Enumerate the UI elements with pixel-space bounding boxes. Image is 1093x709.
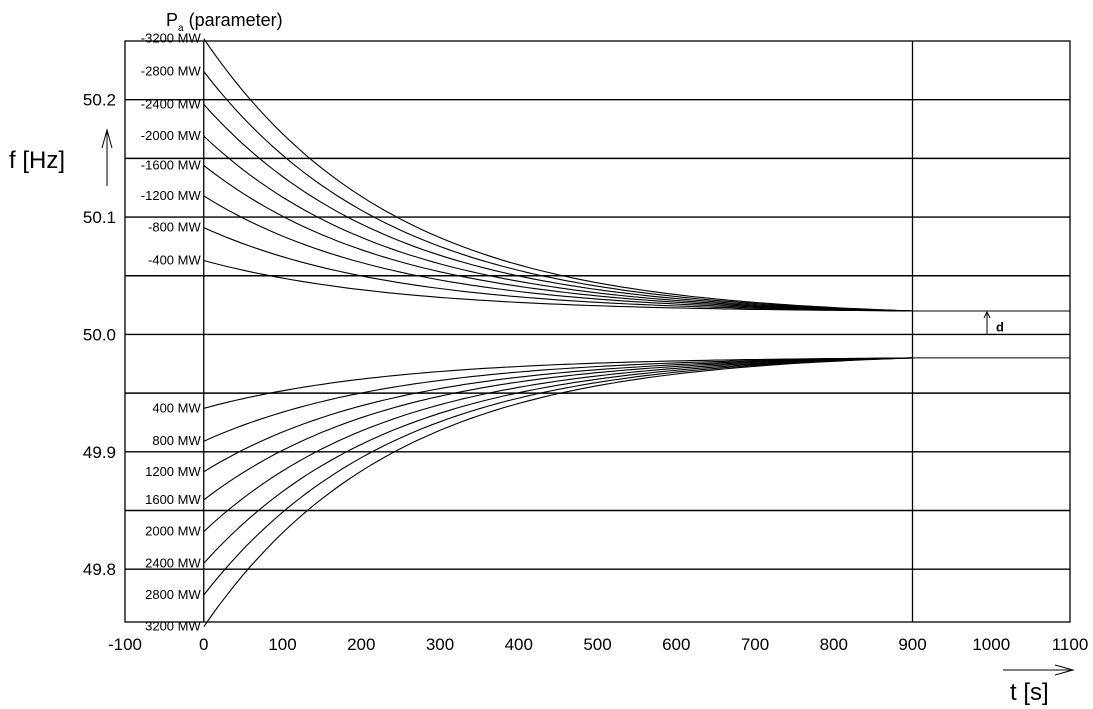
series-label: 400 MW <box>152 400 201 415</box>
series-label: -2400 MW <box>141 96 202 111</box>
y-axis-label: f [Hz] <box>9 147 65 174</box>
series-label: 1600 MW <box>145 492 201 507</box>
series-label: 1200 MW <box>145 464 201 479</box>
x-tick-label: -100 <box>108 635 142 654</box>
x-axis-label: t [s] <box>1010 679 1049 706</box>
y-tick-label: 49.9 <box>83 443 116 462</box>
curve-layer <box>203 38 913 628</box>
series-label: -1200 MW <box>141 188 202 203</box>
x-tick-label: 400 <box>505 635 533 654</box>
series-label: 3200 MW <box>145 619 201 634</box>
series-label: -400 MW <box>148 252 201 267</box>
x-tick-label: 300 <box>426 635 454 654</box>
series-line <box>203 357 913 628</box>
series-label: 800 MW <box>152 433 201 448</box>
series-line <box>203 357 913 473</box>
series-line <box>203 357 913 533</box>
series-label: 2800 MW <box>145 587 201 602</box>
series-line <box>203 164 913 312</box>
series-label: -1600 MW <box>141 157 202 172</box>
series-label: 2400 MW <box>145 555 201 570</box>
series-line <box>203 259 913 312</box>
series-label: -3200 MW <box>141 31 202 46</box>
series-label: 2000 MW <box>145 524 201 539</box>
series-line <box>203 357 913 442</box>
x-tick-label: 500 <box>583 635 611 654</box>
series-line <box>203 195 913 312</box>
x-tick-label: 1100 <box>1052 635 1089 654</box>
y-tick-label: 50.1 <box>83 208 116 227</box>
x-tick-label: 100 <box>268 635 296 654</box>
series-line <box>203 357 913 501</box>
grid-layer <box>124 40 1071 623</box>
series-line <box>203 357 913 409</box>
series-line <box>203 38 913 312</box>
y-tick-label: 50.2 <box>83 91 116 110</box>
x-tick-label: 700 <box>741 635 769 654</box>
x-tick-label: 800 <box>820 635 848 654</box>
series-line <box>203 357 913 596</box>
label-layer: -100 0 100 200 300 400 500 600 700 800 900 1000 1100… <box>83 31 1088 654</box>
x-tick-label: 1000 <box>972 635 1010 654</box>
y-axis-arrow <box>101 128 113 186</box>
x-tick-label: 900 <box>898 635 926 654</box>
x-tick-label: 600 <box>662 635 690 654</box>
series-line <box>203 357 913 564</box>
series-line <box>203 71 913 312</box>
series-line <box>203 227 913 312</box>
parameter-label: Pa (parameter) <box>166 10 283 34</box>
y-tick-label: 50.0 <box>83 325 116 344</box>
series-line <box>203 104 913 312</box>
series-label: -2000 MW <box>141 128 202 143</box>
y-tick-label: 49.8 <box>83 560 116 579</box>
deadband-label: d <box>996 319 1004 334</box>
deadband-arrowhead <box>983 310 991 319</box>
x-tick-label: 0 <box>199 635 208 654</box>
series-label: -800 MW <box>148 220 201 235</box>
series-line <box>203 135 913 312</box>
x-tick-label: 200 <box>347 635 375 654</box>
series-label: -2800 MW <box>141 64 202 79</box>
x-axis-arrow <box>1003 664 1075 676</box>
plot-frame <box>124 40 1071 623</box>
